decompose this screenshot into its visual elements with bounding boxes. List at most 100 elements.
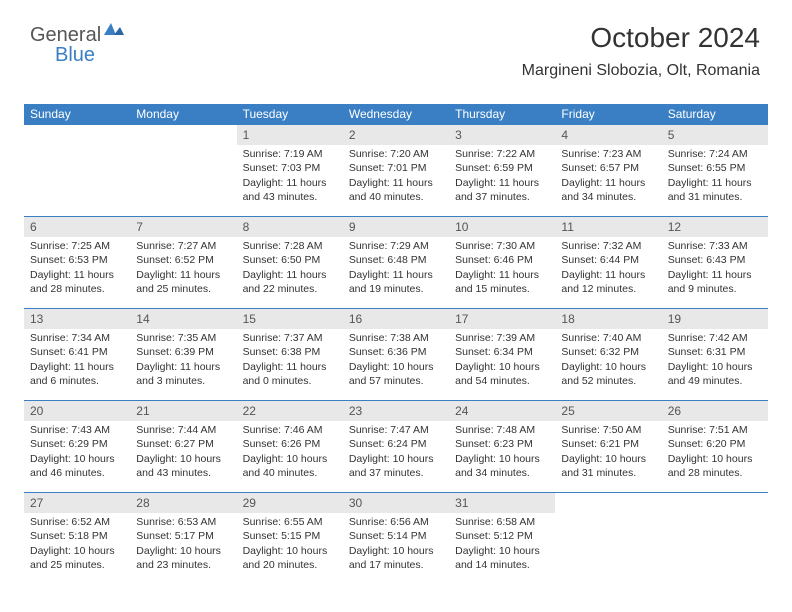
day-number: 6 bbox=[24, 217, 130, 237]
calendar-cell: 19Sunrise: 7:42 AMSunset: 6:31 PMDayligh… bbox=[662, 309, 768, 401]
calendar-cell: .. bbox=[555, 493, 661, 585]
day-number: 24 bbox=[449, 401, 555, 421]
calendar-cell: 3Sunrise: 7:22 AMSunset: 6:59 PMDaylight… bbox=[449, 125, 555, 217]
calendar-cell: 18Sunrise: 7:40 AMSunset: 6:32 PMDayligh… bbox=[555, 309, 661, 401]
calendar-week-row: 27Sunrise: 6:52 AMSunset: 5:18 PMDayligh… bbox=[24, 493, 768, 585]
day-details: Sunrise: 7:47 AMSunset: 6:24 PMDaylight:… bbox=[343, 421, 449, 484]
calendar-cell: 1Sunrise: 7:19 AMSunset: 7:03 PMDaylight… bbox=[237, 125, 343, 217]
day-details: Sunrise: 7:32 AMSunset: 6:44 PMDaylight:… bbox=[555, 237, 661, 300]
day-number: 8 bbox=[237, 217, 343, 237]
calendar-cell: 22Sunrise: 7:46 AMSunset: 6:26 PMDayligh… bbox=[237, 401, 343, 493]
calendar-cell: 24Sunrise: 7:48 AMSunset: 6:23 PMDayligh… bbox=[449, 401, 555, 493]
day-number: 11 bbox=[555, 217, 661, 237]
day-number: 10 bbox=[449, 217, 555, 237]
day-number: 16 bbox=[343, 309, 449, 329]
day-details: Sunrise: 6:53 AMSunset: 5:17 PMDaylight:… bbox=[130, 513, 236, 576]
day-details: Sunrise: 7:33 AMSunset: 6:43 PMDaylight:… bbox=[662, 237, 768, 300]
day-details: Sunrise: 7:46 AMSunset: 6:26 PMDaylight:… bbox=[237, 421, 343, 484]
calendar-cell: 13Sunrise: 7:34 AMSunset: 6:41 PMDayligh… bbox=[24, 309, 130, 401]
day-details: Sunrise: 7:28 AMSunset: 6:50 PMDaylight:… bbox=[237, 237, 343, 300]
day-details: Sunrise: 7:30 AMSunset: 6:46 PMDaylight:… bbox=[449, 237, 555, 300]
day-number: 31 bbox=[449, 493, 555, 513]
day-details: Sunrise: 7:40 AMSunset: 6:32 PMDaylight:… bbox=[555, 329, 661, 392]
day-number: 14 bbox=[130, 309, 236, 329]
day-details: Sunrise: 7:43 AMSunset: 6:29 PMDaylight:… bbox=[24, 421, 130, 484]
day-details: Sunrise: 7:23 AMSunset: 6:57 PMDaylight:… bbox=[555, 145, 661, 208]
day-number: 9 bbox=[343, 217, 449, 237]
logo-text-blue: Blue bbox=[55, 44, 95, 66]
day-details: Sunrise: 7:37 AMSunset: 6:38 PMDaylight:… bbox=[237, 329, 343, 392]
day-details: Sunrise: 7:39 AMSunset: 6:34 PMDaylight:… bbox=[449, 329, 555, 392]
calendar-cell: 31Sunrise: 6:58 AMSunset: 5:12 PMDayligh… bbox=[449, 493, 555, 585]
day-details: Sunrise: 7:27 AMSunset: 6:52 PMDaylight:… bbox=[130, 237, 236, 300]
day-number: 27 bbox=[24, 493, 130, 513]
month-title: October 2024 bbox=[522, 22, 760, 54]
day-number: 22 bbox=[237, 401, 343, 421]
day-details: Sunrise: 7:34 AMSunset: 6:41 PMDaylight:… bbox=[24, 329, 130, 392]
calendar-cell: 30Sunrise: 6:56 AMSunset: 5:14 PMDayligh… bbox=[343, 493, 449, 585]
day-details: Sunrise: 7:48 AMSunset: 6:23 PMDaylight:… bbox=[449, 421, 555, 484]
day-details: Sunrise: 6:52 AMSunset: 5:18 PMDaylight:… bbox=[24, 513, 130, 576]
calendar-cell: 9Sunrise: 7:29 AMSunset: 6:48 PMDaylight… bbox=[343, 217, 449, 309]
day-details: Sunrise: 7:38 AMSunset: 6:36 PMDaylight:… bbox=[343, 329, 449, 392]
day-number: 13 bbox=[24, 309, 130, 329]
day-number: 12 bbox=[662, 217, 768, 237]
location: Margineni Slobozia, Olt, Romania bbox=[522, 62, 760, 80]
day-details: Sunrise: 7:42 AMSunset: 6:31 PMDaylight:… bbox=[662, 329, 768, 392]
calendar-week-row: ....1Sunrise: 7:19 AMSunset: 7:03 PMDayl… bbox=[24, 125, 768, 217]
day-header: Wednesday bbox=[343, 104, 449, 125]
day-details: Sunrise: 7:20 AMSunset: 7:01 PMDaylight:… bbox=[343, 145, 449, 208]
day-details: Sunrise: 7:50 AMSunset: 6:21 PMDaylight:… bbox=[555, 421, 661, 484]
day-details: Sunrise: 7:29 AMSunset: 6:48 PMDaylight:… bbox=[343, 237, 449, 300]
calendar-cell: 4Sunrise: 7:23 AMSunset: 6:57 PMDaylight… bbox=[555, 125, 661, 217]
day-header: Thursday bbox=[449, 104, 555, 125]
day-number: 7 bbox=[130, 217, 236, 237]
day-header: Saturday bbox=[662, 104, 768, 125]
calendar-cell: 12Sunrise: 7:33 AMSunset: 6:43 PMDayligh… bbox=[662, 217, 768, 309]
calendar-cell: 14Sunrise: 7:35 AMSunset: 6:39 PMDayligh… bbox=[130, 309, 236, 401]
day-details: Sunrise: 7:25 AMSunset: 6:53 PMDaylight:… bbox=[24, 237, 130, 300]
day-details: Sunrise: 7:44 AMSunset: 6:27 PMDaylight:… bbox=[130, 421, 236, 484]
day-number: 28 bbox=[130, 493, 236, 513]
calendar-week-row: 6Sunrise: 7:25 AMSunset: 6:53 PMDaylight… bbox=[24, 217, 768, 309]
day-number: 1 bbox=[237, 125, 343, 145]
calendar-cell: 29Sunrise: 6:55 AMSunset: 5:15 PMDayligh… bbox=[237, 493, 343, 585]
calendar-week-row: 20Sunrise: 7:43 AMSunset: 6:29 PMDayligh… bbox=[24, 401, 768, 493]
day-details: Sunrise: 7:19 AMSunset: 7:03 PMDaylight:… bbox=[237, 145, 343, 208]
day-number: 25 bbox=[555, 401, 661, 421]
calendar-cell: 2Sunrise: 7:20 AMSunset: 7:01 PMDaylight… bbox=[343, 125, 449, 217]
day-details: Sunrise: 6:56 AMSunset: 5:14 PMDaylight:… bbox=[343, 513, 449, 576]
day-number: 15 bbox=[237, 309, 343, 329]
day-number: 17 bbox=[449, 309, 555, 329]
calendar-cell: 27Sunrise: 6:52 AMSunset: 5:18 PMDayligh… bbox=[24, 493, 130, 585]
calendar-cell: .. bbox=[662, 493, 768, 585]
calendar-cell: .. bbox=[130, 125, 236, 217]
calendar-cell: 23Sunrise: 7:47 AMSunset: 6:24 PMDayligh… bbox=[343, 401, 449, 493]
calendar-cell: 17Sunrise: 7:39 AMSunset: 6:34 PMDayligh… bbox=[449, 309, 555, 401]
day-header: Monday bbox=[130, 104, 236, 125]
calendar-cell: 6Sunrise: 7:25 AMSunset: 6:53 PMDaylight… bbox=[24, 217, 130, 309]
calendar-cell: 25Sunrise: 7:50 AMSunset: 6:21 PMDayligh… bbox=[555, 401, 661, 493]
day-details: Sunrise: 7:22 AMSunset: 6:59 PMDaylight:… bbox=[449, 145, 555, 208]
header: October 2024 Margineni Slobozia, Olt, Ro… bbox=[522, 22, 760, 80]
day-number: 19 bbox=[662, 309, 768, 329]
logo: General Blue bbox=[30, 24, 125, 47]
calendar-cell: 21Sunrise: 7:44 AMSunset: 6:27 PMDayligh… bbox=[130, 401, 236, 493]
day-number: 5 bbox=[662, 125, 768, 145]
calendar-cell: 10Sunrise: 7:30 AMSunset: 6:46 PMDayligh… bbox=[449, 217, 555, 309]
day-number: 21 bbox=[130, 401, 236, 421]
logo-icon bbox=[103, 21, 125, 44]
day-number: 18 bbox=[555, 309, 661, 329]
day-number: 2 bbox=[343, 125, 449, 145]
day-header: Sunday bbox=[24, 104, 130, 125]
calendar-cell: 15Sunrise: 7:37 AMSunset: 6:38 PMDayligh… bbox=[237, 309, 343, 401]
day-details: Sunrise: 7:24 AMSunset: 6:55 PMDaylight:… bbox=[662, 145, 768, 208]
day-header: Tuesday bbox=[237, 104, 343, 125]
day-number: 30 bbox=[343, 493, 449, 513]
calendar-week-row: 13Sunrise: 7:34 AMSunset: 6:41 PMDayligh… bbox=[24, 309, 768, 401]
calendar-cell: 11Sunrise: 7:32 AMSunset: 6:44 PMDayligh… bbox=[555, 217, 661, 309]
day-header: Friday bbox=[555, 104, 661, 125]
calendar-header-row: Sunday Monday Tuesday Wednesday Thursday… bbox=[24, 104, 768, 125]
calendar-cell: 28Sunrise: 6:53 AMSunset: 5:17 PMDayligh… bbox=[130, 493, 236, 585]
calendar-cell: 5Sunrise: 7:24 AMSunset: 6:55 PMDaylight… bbox=[662, 125, 768, 217]
